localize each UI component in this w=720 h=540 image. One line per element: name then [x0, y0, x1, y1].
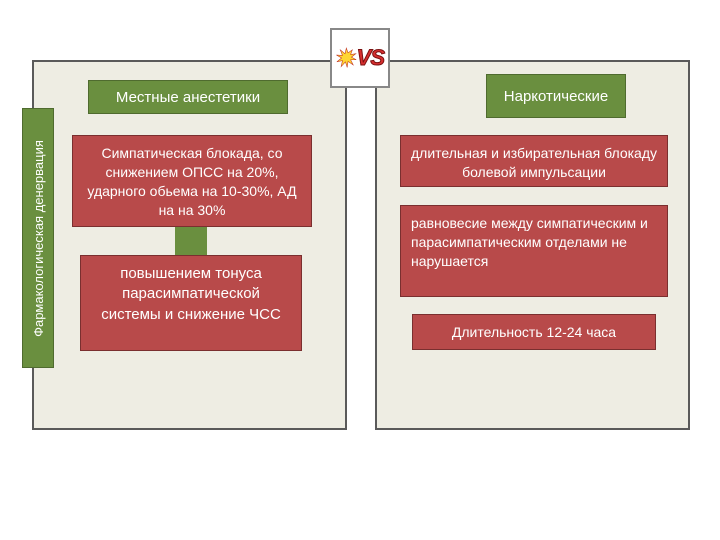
- right-box-3: Длительность 12-24 часа: [412, 314, 656, 350]
- right-box-1-text: длительная и избирательная блокаду болев…: [411, 145, 657, 180]
- side-label: Фармакологическая денервация: [22, 108, 54, 368]
- right-box-2: равновесие между симпатическим и парасим…: [400, 205, 668, 297]
- left-box-1-text: Симпатическая блокада, со снижением ОПСС…: [87, 145, 296, 218]
- right-box-3-text: Длительность 12-24 часа: [452, 324, 616, 340]
- right-box-2-text: равновесие между симпатическим и парасим…: [411, 215, 648, 269]
- vs-badge: VS: [330, 28, 390, 88]
- left-header: Местные анестетики: [88, 80, 288, 114]
- left-box-2: повышением тонуса парасимпатической сист…: [80, 255, 302, 351]
- right-box-1: длительная и избирательная блокаду болев…: [400, 135, 668, 187]
- right-header: Наркотические: [486, 74, 626, 118]
- right-header-text: Наркотические: [504, 88, 608, 105]
- vs-label: VS: [357, 45, 384, 71]
- vs-burst-icon: VS: [336, 34, 384, 82]
- left-connector: [175, 227, 207, 255]
- left-box-2-text: повышением тонуса парасимпатической сист…: [101, 265, 281, 323]
- side-label-text: Фармакологическая денервация: [31, 140, 46, 337]
- left-header-text: Местные анестетики: [116, 89, 260, 106]
- left-box-1: Симпатическая блокада, со снижением ОПСС…: [72, 135, 312, 227]
